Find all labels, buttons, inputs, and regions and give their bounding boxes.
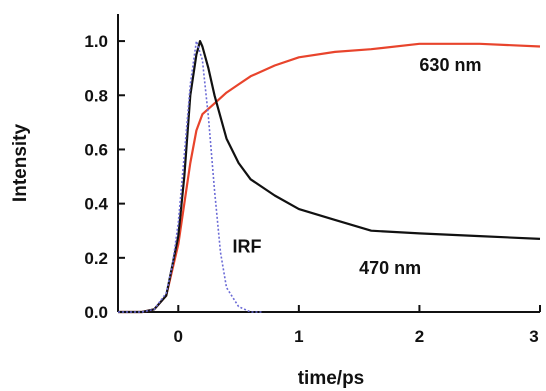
y-tick-label: 0.0 (84, 303, 108, 322)
y-tick-label: 0.8 (84, 86, 108, 105)
annotation-label-0: 630 nm (419, 55, 481, 75)
y-tick-label: 0.2 (84, 249, 108, 268)
y-tick-label: 0.4 (84, 195, 108, 214)
x-tick-label: 3 (529, 327, 538, 346)
x-axis-title: time/ps (298, 368, 365, 389)
x-tick-label: 1 (294, 327, 303, 346)
y-axis-title: Intensity (10, 124, 31, 203)
annotation-label-2: IRF (233, 236, 262, 256)
x-tick-label: 0 (174, 327, 183, 346)
y-tick-label: 0.6 (84, 140, 108, 159)
x-tick-label: 2 (415, 327, 424, 346)
annotation-label-1: 470 nm (359, 258, 421, 278)
y-tick-label: 1.0 (84, 32, 108, 51)
